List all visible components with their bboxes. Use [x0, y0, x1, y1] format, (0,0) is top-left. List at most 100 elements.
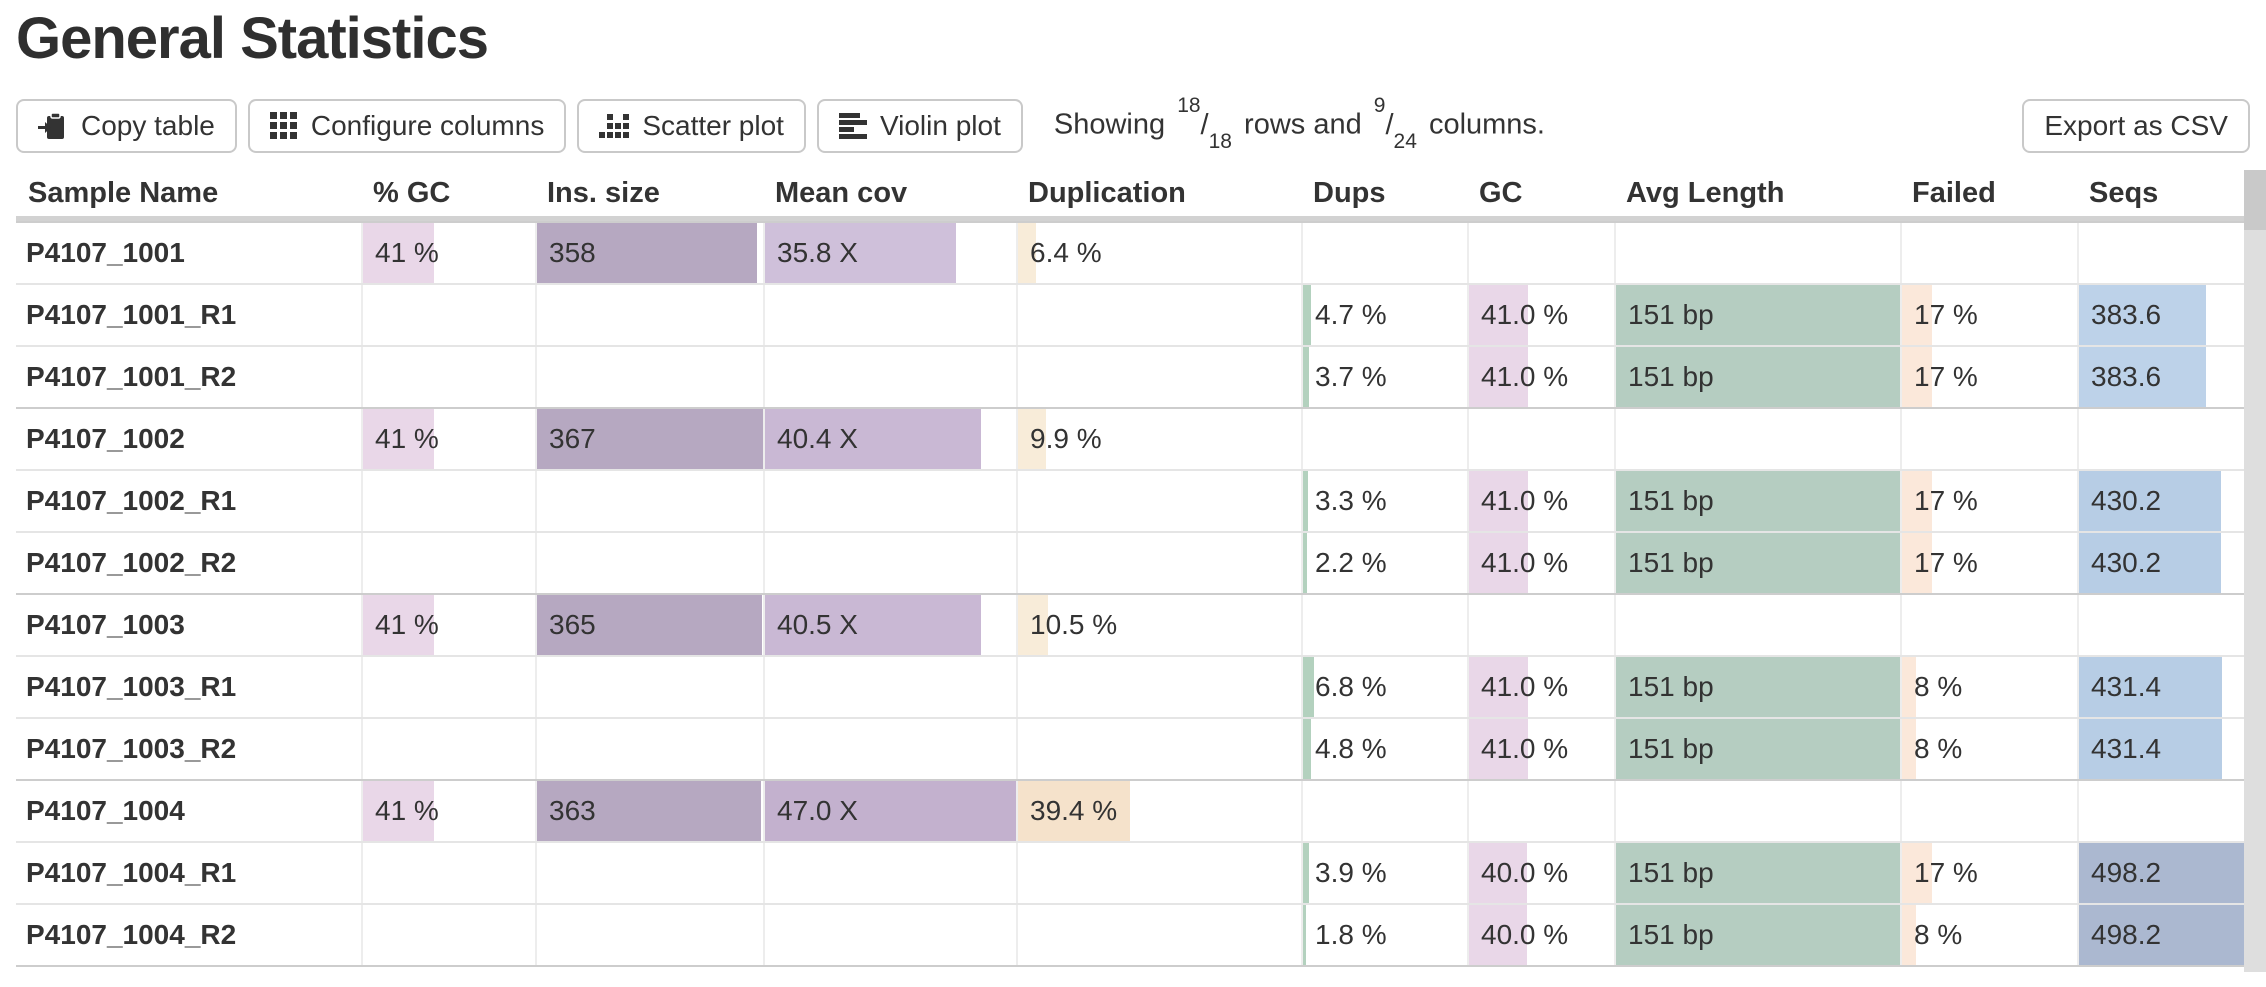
cell-cov	[763, 347, 1016, 407]
cell-cov	[763, 471, 1016, 531]
value-bar	[1469, 533, 1529, 593]
copy-table-button[interactable]: Copy table	[16, 99, 237, 153]
value-bar	[363, 223, 434, 283]
clipboard-copy-icon	[38, 111, 68, 141]
cell-ins: 363	[535, 781, 763, 841]
cell-ins	[535, 533, 763, 593]
value-bar	[1303, 347, 1310, 407]
cell-value: 10.5 %	[1030, 609, 1118, 640]
cols-fraction: 9/24	[1373, 94, 1417, 153]
vertical-scrollbar-track[interactable]	[2244, 170, 2266, 972]
table-row: P4107_1003_R1 6.8 % 41.0 % 151 bp 8 % 431.4	[16, 655, 2244, 717]
col-header-seqs[interactable]: Seqs	[2089, 176, 2159, 209]
cell-avglen	[1614, 595, 1900, 655]
cell-cov: 40.4 X	[763, 409, 1016, 469]
col-header-pct-gc[interactable]: % GC	[373, 176, 451, 209]
value-bar	[2079, 471, 2222, 531]
cell-value: 151 bp	[1628, 919, 1714, 950]
cell-seqs: 383.6	[2077, 347, 2244, 407]
table-row: P4107_1003 41 % 365 40.5 X 10.5 %	[16, 593, 2244, 655]
cell-gc: 40.0 %	[1467, 843, 1614, 903]
cell-sample: P4107_1001	[16, 223, 361, 283]
sample-name: P4107_1001	[26, 237, 185, 268]
cell-pctgc	[361, 843, 535, 903]
value-bar	[1616, 719, 1900, 779]
showing-mid: rows and	[1244, 108, 1362, 141]
cell-value: 41 %	[375, 609, 439, 640]
cell-gc	[1467, 595, 1614, 655]
cell-value: 151 bp	[1628, 671, 1714, 702]
value-bar	[1616, 533, 1900, 593]
scatter-icon	[599, 112, 630, 140]
table-row: P4107_1002_R1 3.3 % 41.0 % 151 bp 17 % 430.2	[16, 469, 2244, 531]
cell-avglen	[1614, 223, 1900, 283]
value-bar	[1018, 595, 1048, 655]
value-bar	[2079, 533, 2222, 593]
cell-dups: 3.9 %	[1301, 843, 1467, 903]
cell-dups: 4.8 %	[1301, 719, 1467, 779]
cell-value: 40.4 X	[777, 423, 858, 454]
cell-avglen: 151 bp	[1614, 533, 1900, 593]
sample-name: P4107_1003_R2	[26, 733, 237, 764]
cell-gc: 41.0 %	[1467, 533, 1614, 593]
cell-ins	[535, 657, 763, 717]
col-header-sample-name[interactable]: Sample Name	[28, 176, 219, 209]
cell-seqs	[2077, 781, 2244, 841]
cell-value: 6.4 %	[1030, 237, 1102, 268]
cell-cov	[763, 657, 1016, 717]
cell-value: 3.3 %	[1315, 485, 1387, 516]
value-bar	[1303, 285, 1311, 345]
showing-prefix: Showing	[1053, 108, 1166, 141]
cell-value: 358	[549, 237, 596, 268]
value-bar	[1303, 905, 1306, 965]
cell-failed: 17 %	[1900, 843, 2077, 903]
cell-pctgc	[361, 347, 535, 407]
vertical-scrollbar-thumb[interactable]	[2244, 170, 2266, 230]
scatter-plot-button[interactable]: Scatter plot	[577, 99, 806, 153]
col-header-ins-size[interactable]: Ins. size	[547, 176, 660, 209]
table-row: P4107_1002 41 % 367 40.4 X 9.9 %	[16, 407, 2244, 469]
cell-ins: 358	[535, 223, 763, 283]
cell-value: 35.8 X	[777, 237, 858, 268]
col-header-avg-length[interactable]: Avg Length	[1626, 176, 1785, 209]
configure-columns-button[interactable]: Configure columns	[247, 99, 567, 153]
cell-ins: 367	[535, 409, 763, 469]
cell-cov: 40.5 X	[763, 595, 1016, 655]
violin-plot-label: Violin plot	[879, 110, 1001, 141]
value-bar	[1902, 905, 1916, 965]
cell-value: 151 bp	[1628, 361, 1714, 392]
cell-value: 2.2 %	[1315, 547, 1387, 578]
cell-sample: P4107_1003	[16, 595, 361, 655]
col-header-failed[interactable]: Failed	[1912, 176, 1996, 209]
cell-value: 3.9 %	[1315, 857, 1387, 888]
cell-dup: 39.4 %	[1016, 781, 1301, 841]
cell-seqs: 430.2	[2077, 471, 2244, 531]
export-csv-button[interactable]: Export as CSV	[2022, 99, 2250, 153]
cell-value: 8 %	[1914, 671, 1963, 702]
value-bar	[1469, 719, 1529, 779]
violin-plot-button[interactable]: Violin plot	[816, 99, 1023, 153]
cell-value: 151 bp	[1628, 857, 1714, 888]
cell-dup: 6.4 %	[1016, 223, 1301, 283]
cell-gc	[1467, 223, 1614, 283]
cell-ins	[535, 905, 763, 965]
cell-seqs	[2077, 595, 2244, 655]
cell-value: 39.4 %	[1030, 795, 1118, 826]
col-header-duplication[interactable]: Duplication	[1028, 176, 1186, 209]
value-bar	[1469, 657, 1529, 717]
cell-value: 4.8 %	[1315, 733, 1387, 764]
value-bar	[1902, 719, 1916, 779]
table-row: P4107_1004 41 % 363 47.0 X 39.4 %	[16, 779, 2244, 841]
cell-seqs: 498.2	[2077, 905, 2244, 965]
cell-value: 17 %	[1914, 547, 1978, 578]
col-header-mean-cov[interactable]: Mean cov	[775, 176, 908, 209]
table-row: P4107_1004_R1 3.9 % 40.0 % 151 bp 17 % 498.2	[16, 841, 2244, 903]
cell-value: 383.6	[2091, 361, 2162, 392]
cell-avglen: 151 bp	[1614, 905, 1900, 965]
configure-columns-label: Configure columns	[310, 110, 545, 141]
cell-dup	[1016, 719, 1301, 779]
sample-name: P4107_1001_R2	[26, 361, 237, 392]
cell-failed	[1900, 223, 2077, 283]
col-header-gc[interactable]: GC	[1479, 176, 1523, 209]
col-header-dups[interactable]: Dups	[1313, 176, 1386, 209]
